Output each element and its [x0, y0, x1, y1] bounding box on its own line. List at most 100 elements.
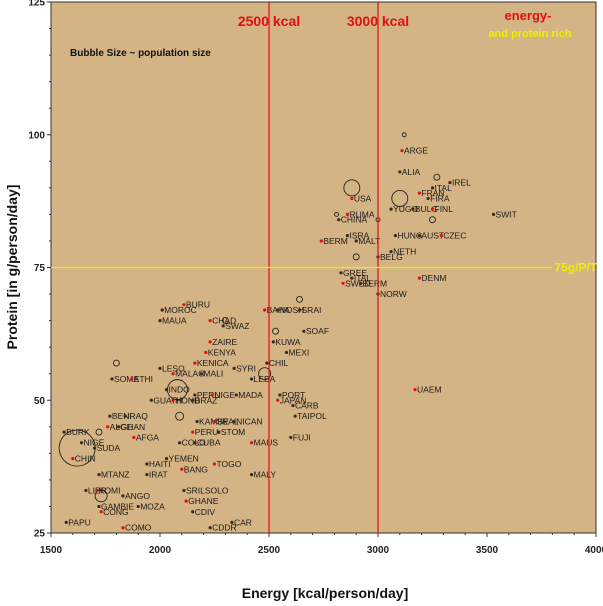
data-point	[208, 319, 212, 323]
data-point	[249, 377, 254, 381]
country-label: UAEM	[417, 385, 442, 395]
country-label: NICAN	[236, 416, 262, 426]
data-point	[121, 526, 125, 530]
data-point	[178, 441, 182, 445]
data-point	[265, 361, 269, 365]
country-label: CZEC	[443, 231, 466, 241]
country-label: ALIA	[402, 167, 421, 177]
country-label: SUDA	[97, 443, 121, 453]
data-point	[358, 281, 363, 286]
country-label: HOND	[175, 395, 200, 405]
data-point	[164, 388, 169, 392]
country-label: PORT	[282, 390, 305, 400]
y-tick-label: 125	[28, 0, 45, 9]
data-point	[106, 425, 110, 429]
data-point	[354, 239, 358, 243]
country-label: FRAN	[421, 188, 444, 198]
population-bubble	[429, 216, 436, 224]
country-label: RUMA	[349, 209, 374, 219]
data-point	[345, 212, 350, 216]
country-label: FUJI	[293, 432, 311, 442]
data-point	[278, 393, 282, 397]
country-label: PAPU	[68, 517, 91, 527]
data-point	[145, 472, 149, 477]
population-bubble	[95, 428, 103, 436]
data-point	[350, 276, 354, 280]
data-point	[158, 319, 162, 323]
country-label: NORW	[380, 289, 407, 299]
data-point	[110, 377, 114, 381]
data-point	[212, 419, 217, 424]
data-point	[116, 425, 121, 429]
population-bubble	[112, 359, 120, 367]
data-point	[108, 414, 112, 418]
country-label: GHANE	[188, 496, 219, 506]
country-label: ISRA	[349, 231, 369, 241]
data-point	[302, 329, 306, 333]
population-bubble	[175, 411, 185, 421]
data-point	[210, 393, 214, 397]
x-tick-label: 2500	[258, 545, 281, 556]
country-label: ITAL	[354, 273, 372, 283]
data-point	[191, 430, 195, 434]
data-point	[64, 520, 68, 524]
country-label: FIRA	[430, 193, 450, 203]
country-label: ARGE	[404, 146, 428, 156]
data-point	[337, 218, 341, 222]
data-point	[293, 414, 297, 418]
data-point	[417, 234, 422, 238]
data-point	[232, 366, 236, 370]
data-point	[291, 403, 295, 408]
country-label: NETH	[393, 247, 416, 257]
data-point	[199, 372, 204, 376]
country-label: INDO	[169, 385, 191, 395]
data-point	[263, 308, 267, 312]
country-label: NIGE	[84, 438, 105, 448]
country-label: BURU	[186, 300, 210, 310]
data-point	[123, 414, 127, 418]
country-label: SYRI	[236, 363, 256, 373]
data-point	[276, 308, 280, 312]
data-point	[491, 212, 496, 216]
data-point	[345, 234, 350, 238]
country-label: FINL	[435, 204, 454, 214]
country-label: GAMBIE	[101, 501, 134, 511]
data-point	[171, 398, 175, 402]
data-point	[439, 234, 443, 238]
data-point	[249, 472, 254, 477]
country-label: CARB	[295, 401, 319, 411]
country-label: MOZA	[140, 501, 165, 511]
data-point	[271, 340, 275, 344]
data-point	[195, 419, 199, 424]
country-label: PERU	[197, 390, 221, 400]
country-label: SWAZ	[225, 321, 249, 331]
country-label: KENICA	[197, 358, 229, 368]
country-label: LESO	[162, 363, 185, 373]
y-tick-label: 75	[34, 263, 46, 274]
data-point	[132, 435, 136, 440]
country-label: DENM	[421, 273, 446, 283]
data-point	[193, 393, 197, 397]
data-point	[145, 462, 149, 466]
data-point	[284, 350, 289, 355]
country-label: SOAF	[306, 326, 329, 336]
country-label: SRILSOLO	[186, 486, 229, 496]
country-label: CHIL	[269, 358, 289, 368]
country-label: KENYA	[208, 347, 237, 357]
data-point	[79, 441, 84, 445]
data-point	[184, 499, 188, 503]
country-label: MALAO	[175, 369, 205, 379]
population-bubble	[391, 190, 409, 207]
country-label: MTANZ	[101, 470, 130, 480]
country-label: ITAL	[435, 183, 453, 193]
data-point	[99, 510, 103, 514]
data-point	[71, 457, 75, 461]
data-point	[319, 239, 323, 243]
data-point	[217, 430, 221, 434]
country-label: AUST	[421, 231, 444, 241]
corner-label-line2: and protein rich	[488, 28, 571, 40]
country-label: GUATH	[153, 395, 182, 405]
population-bubble	[343, 179, 361, 197]
data-point	[234, 393, 238, 397]
